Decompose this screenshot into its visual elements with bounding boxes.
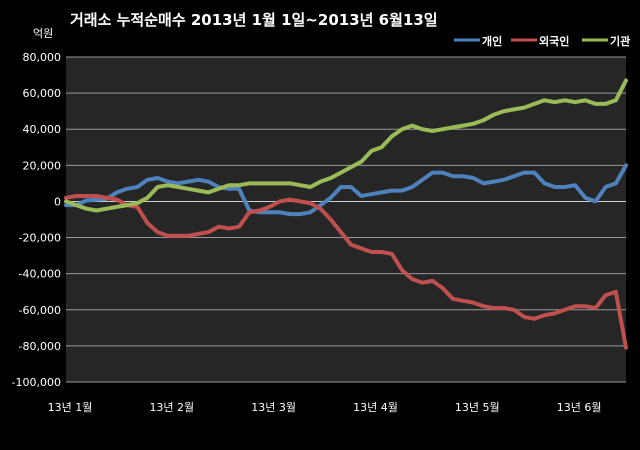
x-axis-ticks: 13년 1월 13년 2월 13년 3월 13년 4월 13년 5월 13년 6월 bbox=[48, 401, 602, 414]
series-line-2 bbox=[64, 194, 628, 350]
series-line-3 bbox=[64, 78, 628, 213]
y-tick-label: 0 bbox=[54, 195, 61, 208]
legend-label: 개인 bbox=[482, 34, 502, 48]
x-tick-label: 13년 4월 bbox=[353, 401, 398, 414]
y-axis-ticks: 80,000 60,000 40,000 20,000 0 -20,000 -40,000 -… bbox=[12, 51, 61, 389]
y-tick-label: -20,000 bbox=[19, 232, 61, 245]
x-tick-label: 13년 6월 bbox=[557, 401, 602, 414]
legend-label: 기관 bbox=[610, 34, 630, 48]
x-tick-label: 13년 3월 bbox=[251, 401, 296, 414]
y-tick-label: -100,000 bbox=[12, 376, 61, 389]
series-line-1 bbox=[64, 163, 628, 217]
y-tick-label: -60,000 bbox=[19, 304, 61, 317]
series-layer bbox=[64, 78, 628, 350]
plot-area bbox=[66, 57, 626, 382]
x-tick-label: 13년 2월 bbox=[149, 401, 194, 414]
legend-label: 외국인 bbox=[539, 34, 569, 48]
y-tick-label: 40,000 bbox=[23, 123, 62, 136]
y-tick-label: 60,000 bbox=[23, 87, 62, 100]
y-tick-label: 80,000 bbox=[23, 51, 62, 64]
x-tick-label: 13년 5월 bbox=[455, 401, 500, 414]
y-tick-label: 20,000 bbox=[23, 159, 62, 172]
legend: 개인 외국인 기관 bbox=[454, 34, 630, 48]
chart-title: 거래소 누적순매수 2013년 1월 1일~2013년 6월13일 bbox=[70, 11, 438, 29]
y-tick-label: -80,000 bbox=[19, 340, 61, 353]
y-tick-label: -40,000 bbox=[19, 268, 61, 281]
unit-label: 억원 bbox=[33, 27, 53, 40]
x-tick-label: 13년 1월 bbox=[48, 401, 93, 414]
